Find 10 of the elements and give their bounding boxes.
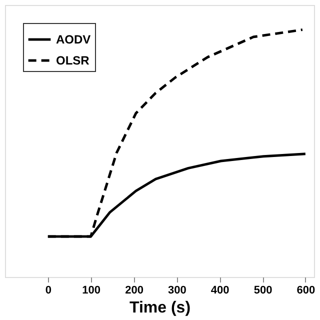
- x-axis-title: Time (s): [129, 300, 191, 316]
- x-tick-label: 500: [254, 284, 272, 296]
- x-tick-label: 100: [82, 284, 101, 296]
- legend-label: AODV: [56, 32, 91, 46]
- legend-label: OLSR: [56, 54, 90, 68]
- x-tick-label: 300: [168, 284, 186, 296]
- x-tick-label: 200: [125, 284, 144, 296]
- x-tick-label: 600: [296, 284, 316, 296]
- x-tick-label: 400: [210, 284, 230, 296]
- x-tick-label: 0: [45, 284, 52, 296]
